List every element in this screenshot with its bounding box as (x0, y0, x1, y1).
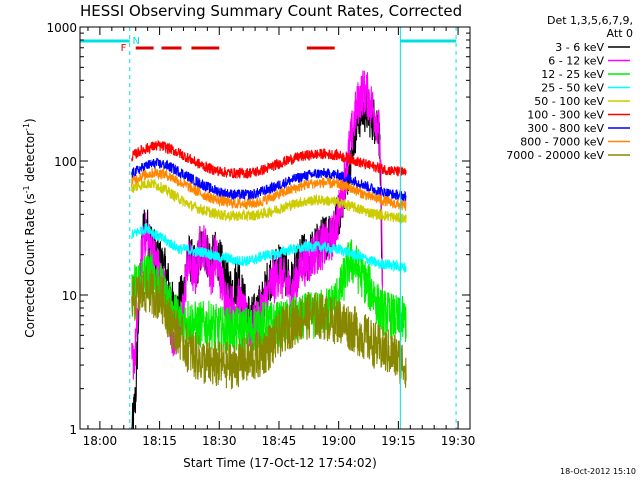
legend-header-line1: Det 1,3,5,6,7,9, (547, 14, 633, 27)
y-axis-label-end: ) (23, 118, 37, 123)
x-tick-label-2: 18:30 (202, 434, 237, 448)
x-axis-label: Start Time (17-Oct-12 17:54:02) (183, 456, 377, 470)
series-line-3 (131, 223, 407, 273)
footer-timestamp: 18-Oct-2012 15:10 (560, 467, 636, 476)
legend-label-3: 25 - 50 keV (541, 82, 604, 95)
flag-n: N (133, 36, 140, 47)
series-line-5 (131, 139, 407, 180)
y-tick-label-3: 1000 (46, 21, 77, 35)
y-tick-label-2: 100 (54, 155, 77, 169)
legend-label-8: 7000 - 20000 keV (506, 149, 604, 162)
flag-f: F (121, 43, 127, 54)
x-tick-label-3: 18:45 (262, 434, 297, 448)
x-tick-label-6: 19:30 (441, 434, 476, 448)
y-tick-label-0: 1 (69, 423, 77, 437)
y-axis: 1 10 100 1000 (46, 21, 470, 437)
y-axis-label-main: Corrected Count Rate (s (23, 193, 37, 337)
legend-label-1: 6 - 12 keV (548, 55, 604, 68)
series-line-8 (131, 266, 407, 390)
y-axis-label-mid: detector (23, 131, 37, 186)
y-axis-label-sup2: -1 (22, 123, 31, 131)
plot-frame (79, 26, 471, 430)
legend-label-7: 800 - 7000 keV (520, 136, 604, 149)
x-tick-label-5: 19:15 (381, 434, 416, 448)
series-line-4 (131, 178, 407, 224)
y-axis-label-sup1: -1 (22, 185, 31, 193)
x-tick-label-1: 18:15 (142, 434, 177, 448)
y-tick-label-1: 10 (62, 289, 77, 303)
y-axis-label: Corrected Count Rate (s-1 detector-1) (22, 118, 37, 337)
legend-label-6: 300 - 800 keV (527, 122, 604, 135)
series-line-7 (131, 168, 407, 211)
plot-area: FN (79, 27, 457, 430)
legend-label-4: 50 - 100 keV (534, 95, 604, 108)
x-axis: 18:00 18:15 18:30 18:45 19:00 19:15 19:30 (79, 26, 476, 448)
x-tick-label-0: 18:00 (83, 434, 118, 448)
legend-header-line2: Att 0 (607, 27, 633, 40)
legend-label-2: 12 - 25 keV (541, 68, 604, 81)
x-tick-label-4: 19:00 (321, 434, 356, 448)
chart-title: HESSI Observing Summary Count Rates, Cor… (80, 2, 462, 20)
legend-label-0: 3 - 6 keV (555, 41, 604, 54)
legend-label-5: 100 - 300 keV (527, 109, 604, 122)
